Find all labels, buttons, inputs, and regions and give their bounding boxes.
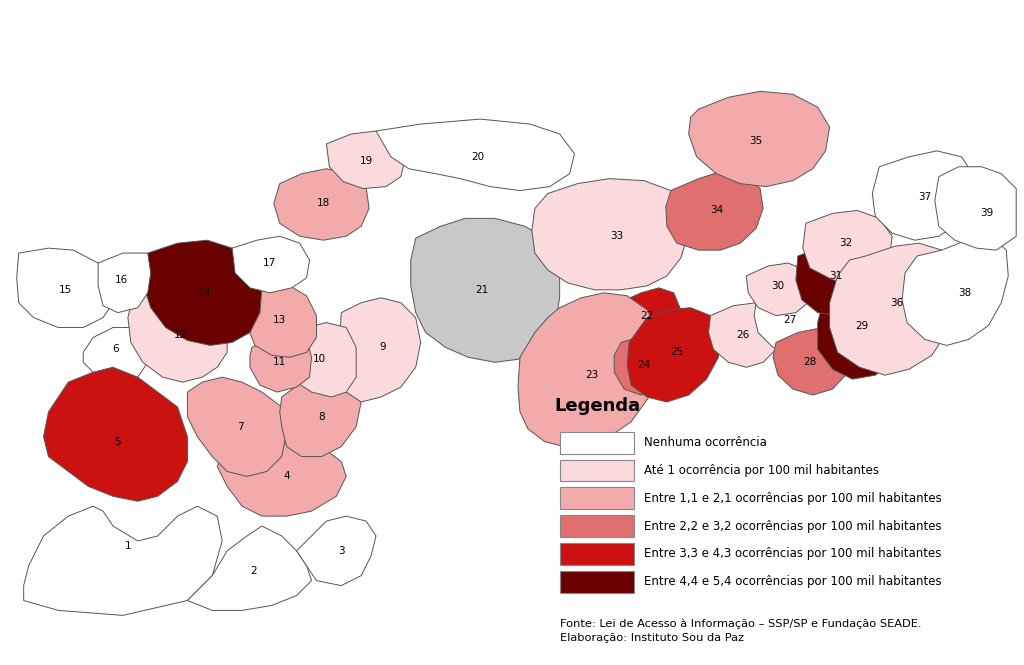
Text: 16: 16 [115,275,128,285]
Polygon shape [285,323,356,397]
Text: 32: 32 [839,238,852,248]
Polygon shape [128,286,227,382]
Text: 19: 19 [359,156,373,166]
Polygon shape [98,253,151,313]
Text: 11: 11 [273,357,287,367]
Bar [560,543,634,565]
Text: 22: 22 [640,311,653,321]
Text: 21: 21 [475,285,488,295]
Polygon shape [755,290,829,352]
Polygon shape [773,328,850,395]
Polygon shape [689,91,829,187]
Polygon shape [142,240,262,345]
Polygon shape [339,298,421,402]
Text: 35: 35 [750,136,763,146]
Polygon shape [297,516,376,586]
Text: 13: 13 [273,315,287,325]
Text: 34: 34 [710,205,723,215]
Text: 9: 9 [380,342,386,352]
Text: 24: 24 [637,360,650,370]
Polygon shape [666,171,763,250]
Text: Nenhuma ocorrência: Nenhuma ocorrência [644,436,767,449]
Text: 12: 12 [174,331,187,340]
Polygon shape [187,377,287,476]
Text: Entre 3,3 e 4,3 ocorrências por 100 mil habitantes: Entre 3,3 e 4,3 ocorrências por 100 mil … [644,547,941,561]
Text: 36: 36 [891,298,904,308]
Text: 5: 5 [115,437,121,447]
Polygon shape [16,248,113,328]
Text: 8: 8 [318,412,325,422]
Text: Entre 4,4 e 5,4 ocorrências por 100 mil habitantes: Entre 4,4 e 5,4 ocorrências por 100 mil … [644,575,942,588]
Polygon shape [187,526,311,610]
Polygon shape [902,236,1009,345]
Bar [560,460,634,481]
Bar [560,571,634,593]
Text: 1: 1 [125,541,131,551]
Polygon shape [614,335,677,395]
Text: 3: 3 [338,546,345,556]
Text: 25: 25 [670,347,683,357]
Text: 10: 10 [313,354,326,364]
Text: 23: 23 [585,370,598,380]
Text: 30: 30 [771,281,784,291]
Text: Até 1 ocorrência por 100 mil habitantes: Até 1 ocorrência por 100 mil habitantes [644,464,879,477]
Text: Legenda: Legenda [555,397,641,415]
Polygon shape [616,288,681,347]
Polygon shape [746,263,813,316]
Polygon shape [709,303,780,367]
Polygon shape [803,210,892,283]
Text: Fonte: Lei de Acesso à Informação – SSP/SP e Fundação SEADE.
Elaboração: Institu: Fonte: Lei de Acesso à Informação – SSP/… [560,618,922,643]
Bar [560,487,634,509]
Text: 14: 14 [198,288,211,298]
Text: 31: 31 [829,271,842,281]
Polygon shape [280,372,361,457]
Text: 7: 7 [237,422,244,432]
Text: 26: 26 [736,331,750,340]
Text: 18: 18 [316,198,330,208]
Polygon shape [24,506,222,615]
Polygon shape [872,151,975,240]
Polygon shape [273,169,369,240]
Text: 39: 39 [980,208,993,218]
Text: 29: 29 [856,321,869,331]
Polygon shape [232,236,309,293]
Polygon shape [44,367,187,501]
Text: 28: 28 [803,357,816,367]
Polygon shape [531,179,689,290]
Polygon shape [796,243,876,316]
Polygon shape [83,328,147,377]
Text: 15: 15 [58,285,72,295]
Polygon shape [518,293,658,447]
Text: 6: 6 [113,344,119,354]
Text: 4: 4 [284,471,290,481]
Text: Entre 1,1 e 2,1 ocorrências por 100 mil habitantes: Entre 1,1 e 2,1 ocorrências por 100 mil … [644,491,942,505]
Polygon shape [829,243,954,375]
Bar [560,515,634,537]
Text: 37: 37 [919,192,932,201]
Text: 27: 27 [783,315,797,325]
Text: 17: 17 [263,258,276,268]
Text: 33: 33 [610,231,624,241]
Polygon shape [411,218,560,362]
Text: 2: 2 [251,566,257,576]
Text: 20: 20 [472,152,484,162]
Polygon shape [246,286,316,357]
Polygon shape [250,332,311,392]
Polygon shape [627,308,721,402]
Text: 38: 38 [958,288,971,298]
Bar [560,432,634,454]
Polygon shape [327,131,406,189]
Polygon shape [818,280,909,379]
Polygon shape [376,119,574,191]
Polygon shape [935,167,1016,250]
Text: Entre 2,2 e 3,2 ocorrências por 100 mil habitantes: Entre 2,2 e 3,2 ocorrências por 100 mil … [644,519,942,533]
Polygon shape [217,432,346,516]
